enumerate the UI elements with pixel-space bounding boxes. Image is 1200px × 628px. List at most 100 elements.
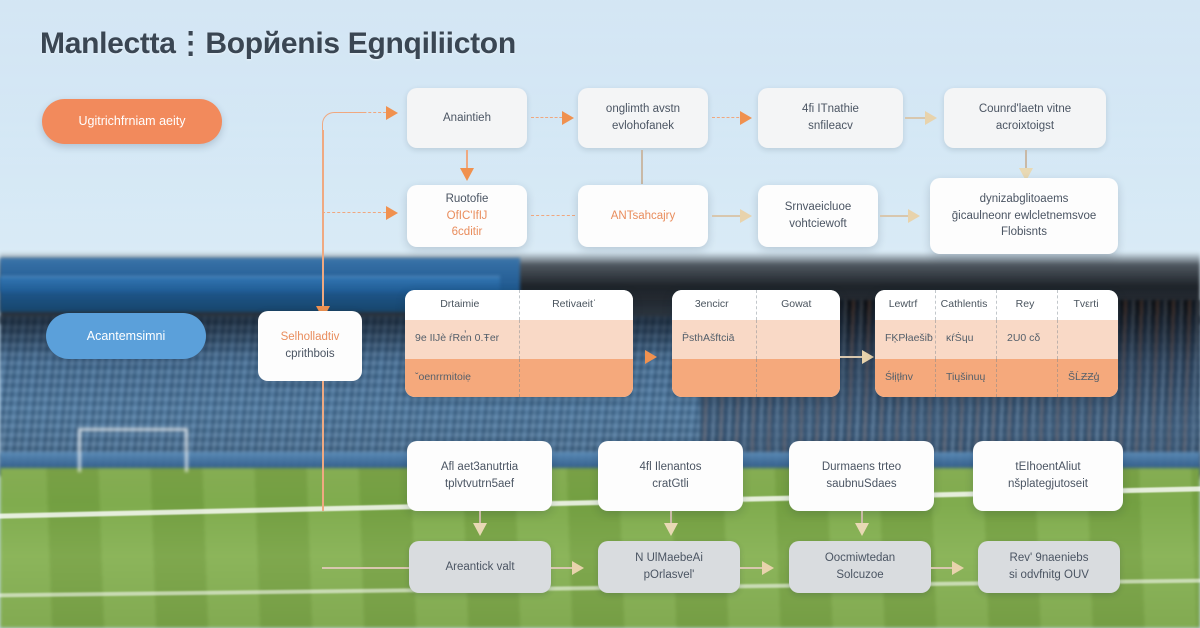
connector-v4-col2 [861, 511, 863, 527]
connector-table-middle-right [840, 356, 870, 358]
node-row1-2-label: 4fi ITnathie snfileacv [802, 103, 859, 132]
table-middle-r1-c1 [757, 359, 841, 398]
connector-trunk-to-row5 [322, 567, 410, 569]
connector-row2-2-3-arrow [908, 209, 920, 223]
connector-v4-col2-arrow [855, 523, 869, 536]
node-row4-3[interactable]: tEIhoentAliut nšplategjutoseit [973, 441, 1123, 511]
table-left-header-0: Drtaimie [405, 290, 520, 320]
table-right-header-3: Tvεrti [1073, 298, 1099, 311]
table-row [672, 358, 841, 398]
connector-v-col3 [1025, 150, 1027, 172]
table-middle-header-1: Gowat [781, 298, 812, 311]
node-row2-2[interactable]: Srnvaeicluoe vohtciewoft [758, 185, 878, 247]
node-row2-3-label: dynizabglitoaems ḡicaulneonr ewlcletnem… [951, 192, 1097, 239]
connector-row1-0-1 [531, 117, 567, 118]
table-middle-r1-c0 [672, 358, 757, 397]
connector-row1-2-3 [905, 117, 933, 119]
table-left-r1-c0: ˇoenrrmitoiẹ [405, 358, 520, 397]
table-right-header-row: Lewtrf Cathlentis Rey Tvεrti [875, 290, 1118, 320]
node-row1-0[interactable]: Anaintieh [407, 88, 527, 148]
node-row1-2[interactable]: 4fi ITnathie snfileacv [758, 88, 903, 148]
connector-row1-2-3-arrow [925, 111, 937, 125]
node-row2-0-label: Ruotofie [445, 193, 489, 205]
table-right-r1-c3: ŠĹƵƵģ [1068, 370, 1100, 383]
node-selectivity-label: cprithbois [285, 348, 335, 360]
node-row4-0[interactable]: Afl aet3anutrtia tplvtvutrn5aef [407, 441, 552, 511]
node-row5-0[interactable]: Areantick valt [409, 541, 551, 593]
connector-branch-row1-arrow [386, 106, 398, 120]
table-row: 9e IĲè ŕRe̕n 0.Ŧer [405, 320, 633, 359]
table-right-header-0: Lewtrf [875, 290, 936, 320]
background-goal [78, 428, 188, 472]
table-left-r1-c1 [520, 359, 634, 398]
table-right-r1-c0: Śłịțłnv [875, 358, 936, 397]
node-row5-3-label: Rev' 9naeniebs si odvfnitg OUV [1009, 552, 1089, 581]
table-right[interactable]: Lewtrf Cathlentis Rey Tvεrti FĶPłaešiƀ ĸ… [875, 290, 1118, 397]
node-selectivity-label-accent: Selholladtiv [280, 331, 340, 344]
node-row2-1[interactable]: ANTsahcajry [578, 185, 708, 247]
connector-v-col1 [641, 150, 643, 184]
connector-row1-1-2-arrow [740, 111, 752, 125]
pill-primary-label: Ugitrichfrniam aeity [78, 114, 186, 128]
node-row4-3-label: tEIhoentAliut nšplategjutoseit [1008, 461, 1088, 490]
node-row5-3[interactable]: Rev' 9naeniebs si odvfnitg OUV [978, 541, 1120, 593]
connector-table-middle-right-arrow [862, 350, 874, 364]
connector-trunk-corner [322, 112, 364, 148]
table-middle[interactable]: 3encicr Gowat P̄sthAšftciā [672, 290, 840, 397]
connector-v-col3-arrow [1019, 168, 1033, 181]
node-row2-3[interactable]: dynizabglitoaems ḡicaulneonr ewlcletnem… [930, 178, 1118, 254]
table-row: P̄sthAšftciā [672, 320, 840, 359]
connector-row2-1-2-arrow [740, 209, 752, 223]
node-row4-0-label: Afl aet3anutrtia tplvtvutrn5aef [440, 461, 519, 490]
node-row1-3-label: Counrd'laetn vitne acroixtoigst [978, 103, 1072, 132]
table-middle-r0-c0: P̄sthAšftciā [672, 320, 757, 359]
table-row: FĶPłaešiƀ ĸŕṠɥu 2U0 cδ [875, 320, 1118, 359]
node-row2-1-label: ANTsahcajry [610, 209, 676, 222]
connector-v4-col0 [479, 511, 481, 527]
node-row1-0-label: Anaintieh [443, 111, 491, 124]
node-row1-1[interactable]: onglimth avstn evlohofanek [578, 88, 708, 148]
table-right-r1-c2 [997, 358, 1058, 397]
node-row5-0-label: Areantick valt [445, 560, 515, 573]
pill-secondary-label: Acantemsimni [86, 328, 166, 343]
connector-row5-1-2-arrow [762, 561, 774, 575]
node-row1-3[interactable]: Counrd'laetn vitne acroixtoigst [944, 88, 1106, 148]
connector-branch-row2 [322, 212, 386, 213]
connector-branch-row2-arrow [386, 206, 398, 220]
table-middle-header-row: 3encicr Gowat [672, 290, 840, 320]
node-row5-2[interactable]: Oocmiwtedan Solcuzoe [789, 541, 931, 593]
table-middle-header-0: 3encicr [672, 290, 757, 320]
pill-secondary[interactable]: Acantemsimni [46, 313, 206, 359]
pill-primary[interactable]: Ugitrichfrniam aeity [42, 99, 222, 144]
connector-v-col0-arrow [460, 168, 474, 181]
connector-row2-0-1 [531, 215, 575, 216]
node-row4-2[interactable]: Durmaens trteo saubnuSdaes [789, 441, 934, 511]
connector-table-left-middle-arrow [645, 350, 657, 364]
table-right-header-1: Cathlentis [936, 290, 997, 320]
connector-v4-col0-arrow [473, 523, 487, 536]
node-row5-1[interactable]: N UlMaebeAi pOrlasvel' [598, 541, 740, 593]
connector-row5-0-1-arrow [572, 561, 584, 575]
connector-v-col0 [466, 150, 468, 172]
node-row2-2-label: Srnvaeicluoe vohtciewoft [784, 201, 852, 230]
table-right-header-2: Rey [997, 290, 1058, 320]
table-right-r0-c3 [1058, 320, 1118, 359]
connector-row5-1-2 [740, 567, 768, 569]
table-right-r0-c2: 2U0 cδ [997, 320, 1058, 359]
node-row4-1[interactable]: 4fl Ilenantos cratGtli [598, 441, 743, 511]
background-stand-fascia [0, 276, 500, 292]
connector-row2-1-2 [712, 215, 746, 217]
table-row: Śłịțłnv Tiųšinuų ŠĹƵƵģ [875, 358, 1118, 397]
connector-row1-0-1-arrow [562, 111, 574, 125]
node-row5-2-label: Oocmiwtedan Solcuzoe [824, 552, 896, 581]
connector-trunk-lower [322, 381, 324, 511]
table-right-r1-c1: Tiųšinuų [936, 358, 997, 397]
node-row2-0[interactable]: Ruotofie OfIC'IfĲ 6cditir [407, 185, 527, 247]
table-left[interactable]: Drtaimie Retivaeitˈ 9e IĲè ŕRe̕n 0.Ŧer … [405, 290, 633, 397]
node-selectivity[interactable]: Selholladtiv cprithbois [258, 311, 362, 381]
connector-v4-col1-arrow [664, 523, 678, 536]
node-row4-2-label: Durmaens trteo saubnuSdaes [821, 461, 902, 490]
node-row2-0-label-accent: OfIC'IfĲ 6cditir [446, 209, 488, 239]
connector-v4-col1 [670, 511, 672, 527]
